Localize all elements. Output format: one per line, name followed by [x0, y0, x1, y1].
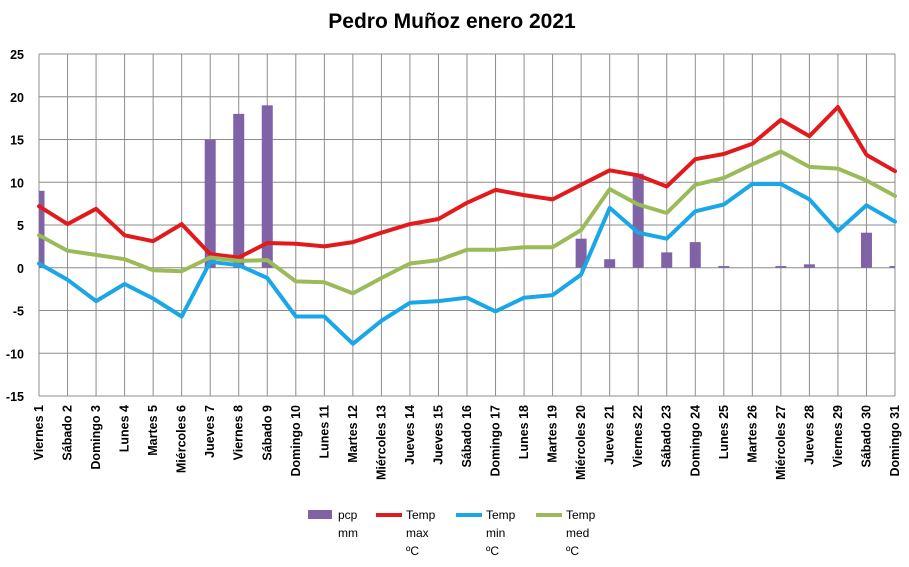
x-tick-label: Jueves 21	[603, 405, 617, 465]
bar	[604, 259, 616, 268]
x-tick-label: Miércoles 6	[175, 405, 189, 473]
x-tick-label: Martes 12	[346, 405, 360, 463]
x-tick-label: Miércoles 13	[374, 405, 388, 480]
bar	[860, 232, 872, 268]
series-line	[37, 105, 897, 260]
x-tick-label: Sábado 9	[260, 405, 274, 461]
grid	[38, 53, 896, 397]
x-tick-label: Domingo 10	[289, 405, 303, 477]
x-axis: Viernes 1 Sábado 2 Domingo 3 Lunes 4 Martes …	[32, 405, 902, 480]
x-tick-label: Sábado 2	[61, 405, 75, 461]
x-tick-label: Viernes 22	[631, 405, 645, 467]
x-tick-label: Domingo 31	[888, 405, 902, 477]
chart-title: Pedro Muñoz enero 2021	[328, 10, 576, 33]
x-tick-label: Miércoles 20	[574, 405, 588, 480]
x-tick-label: Viernes 8	[232, 405, 246, 460]
legend-label: med	[566, 526, 589, 540]
bar	[718, 266, 730, 268]
x-tick-label: Sábado 30	[859, 405, 873, 468]
legend-label: Temp	[566, 508, 596, 522]
series-line	[37, 182, 897, 346]
x-tick-label: Sábado 16	[460, 405, 474, 468]
x-tick-label: Domingo 17	[489, 405, 503, 477]
x-tick-label: Domingo 3	[89, 405, 103, 470]
x-tick-label: Lunes 4	[118, 405, 132, 452]
legend: pcp mm Temp max ºC Temp min ºC Temp med ºC	[308, 508, 596, 558]
legend-label: max	[406, 526, 429, 540]
bar	[775, 266, 787, 268]
legend-label: ºC	[566, 544, 579, 558]
bar	[689, 242, 701, 268]
legend-label: pcp	[338, 508, 358, 522]
y-tick-label: 10	[10, 176, 24, 190]
x-tick-label: Jueves 15	[431, 405, 445, 465]
x-tick-label: Lunes 18	[517, 405, 531, 459]
x-tick-label: Viernes 1	[32, 405, 46, 460]
x-tick-label: Jueves 7	[203, 405, 217, 458]
y-tick-label: 20	[10, 91, 24, 105]
x-tick-label: Martes 19	[546, 405, 560, 463]
y-tick-label: -10	[6, 347, 24, 361]
bar	[204, 139, 216, 268]
x-tick-label: Jueves 28	[802, 405, 816, 465]
lines	[37, 105, 897, 346]
legend-label: Temp	[486, 508, 516, 522]
legend-swatch	[308, 510, 332, 519]
x-tick-label: Lunes 25	[717, 405, 731, 459]
bars	[39, 105, 895, 268]
bar	[39, 190, 45, 268]
bar	[661, 252, 673, 268]
x-tick-label: Domingo 24	[688, 405, 702, 477]
y-tick-label: -15	[6, 390, 24, 404]
bar	[632, 173, 644, 268]
x-tick-label: Miércoles 27	[774, 405, 788, 480]
x-tick-label: Viernes 29	[831, 405, 845, 467]
legend-label: min	[486, 526, 505, 540]
legend-label: ºC	[406, 544, 419, 558]
x-tick-label: Martes 5	[146, 405, 160, 456]
x-tick-label: Jueves 14	[403, 405, 417, 465]
bar	[803, 264, 815, 268]
bar	[575, 238, 587, 268]
y-tick-label: 0	[17, 262, 24, 276]
y-axis: -15 -10 -5 0 5 10 15 20 25	[6, 48, 24, 404]
y-tick-label: 5	[17, 219, 24, 233]
y-tick-label: 15	[10, 134, 24, 148]
bar	[261, 105, 273, 268]
legend-label: Temp	[406, 508, 436, 522]
bar	[233, 113, 245, 268]
series-line	[37, 149, 897, 296]
x-tick-label: Lunes 11	[317, 405, 331, 459]
x-tick-label: Sábado 23	[660, 405, 674, 468]
bar	[889, 266, 895, 268]
x-tick-label: Martes 26	[745, 405, 759, 463]
y-tick-label: -5	[13, 305, 24, 319]
legend-label: ºC	[486, 544, 499, 558]
legend-label: mm	[338, 526, 358, 540]
y-tick-label: 25	[10, 48, 24, 62]
